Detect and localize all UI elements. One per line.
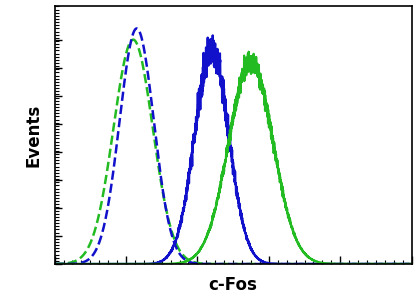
- Y-axis label: Events: Events: [25, 103, 43, 166]
- X-axis label: c-Fos: c-Fos: [209, 276, 257, 294]
